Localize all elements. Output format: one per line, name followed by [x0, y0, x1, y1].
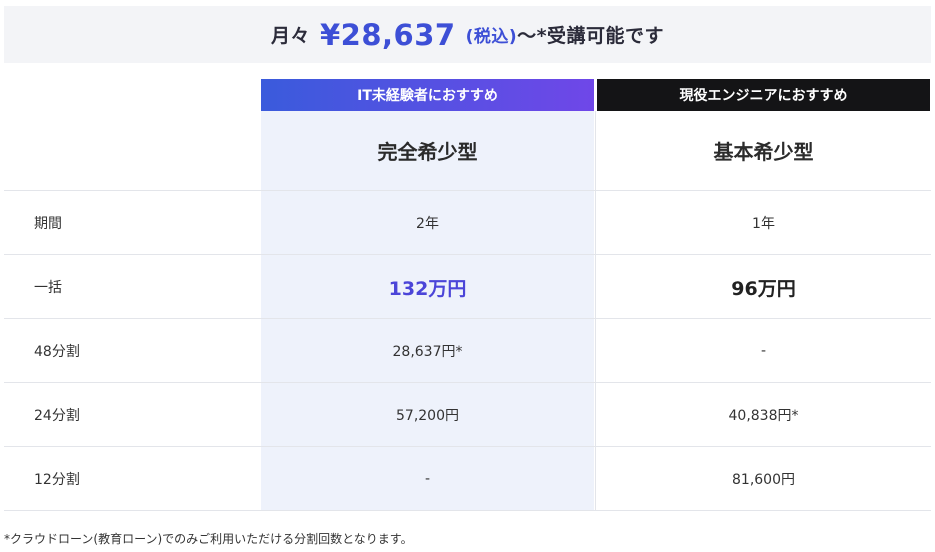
footnote: *クラウドローン(教育ローン)でのみご利用いただける分割回数となります。 [4, 532, 413, 546]
column-divider [595, 111, 596, 510]
banner-tax: (税込) [465, 27, 518, 47]
plan-1-recommendation-tag: IT未経験者におすすめ [261, 79, 594, 111]
plan-1-value: - [424, 471, 431, 487]
banner-suffix: 〜*受講可能です [517, 25, 665, 47]
table-row-24-installments: 24分割 57,200円 40,838円* [4, 383, 931, 447]
row-label: 一括 [34, 280, 62, 296]
row-divider [4, 446, 931, 447]
plan-1-name: 完全希少型 [377, 140, 478, 164]
row-label: 48分割 [34, 344, 80, 360]
price-banner: 月々 ¥28,637 (税込) 〜*受講可能です [4, 6, 931, 63]
row-label: 期間 [34, 216, 62, 232]
plan-2-value: 81,600円 [732, 472, 795, 488]
banner-prefix: 月々 [270, 25, 310, 47]
table-row-period: 期間 2年 1年 [4, 191, 931, 255]
row-divider [4, 318, 931, 319]
plan-1-value: 2年 [416, 216, 439, 232]
plan-2-recommendation-tag: 現役エンジニアにおすすめ [597, 79, 930, 111]
table-row-48-installments: 48分割 28,637円* - [4, 319, 931, 383]
row-divider [4, 190, 931, 191]
banner-price: ¥28,637 [319, 17, 456, 52]
plan-2-value: - [760, 343, 767, 359]
plan-2-value: 96万円 [731, 277, 796, 300]
table-row-12-installments: 12分割 - 81,600円 [4, 447, 931, 511]
plan-2-value: 40,838円* [728, 408, 799, 424]
plan-1-value: 28,637円* [392, 344, 463, 360]
plan-1-value: 57,200円 [396, 408, 459, 424]
row-label: 24分割 [34, 408, 80, 424]
row-divider [4, 254, 931, 255]
plan-2-value: 1年 [752, 216, 775, 232]
highlighted-plan-column [261, 111, 594, 510]
row-divider [4, 510, 931, 511]
table-row-lump-sum: 一括 132万円 96万円 [4, 255, 931, 319]
row-label: 12分割 [34, 472, 80, 488]
plan-2-name: 基本希少型 [713, 140, 814, 164]
row-divider [4, 382, 931, 383]
plan-1-value: 132万円 [388, 277, 467, 300]
